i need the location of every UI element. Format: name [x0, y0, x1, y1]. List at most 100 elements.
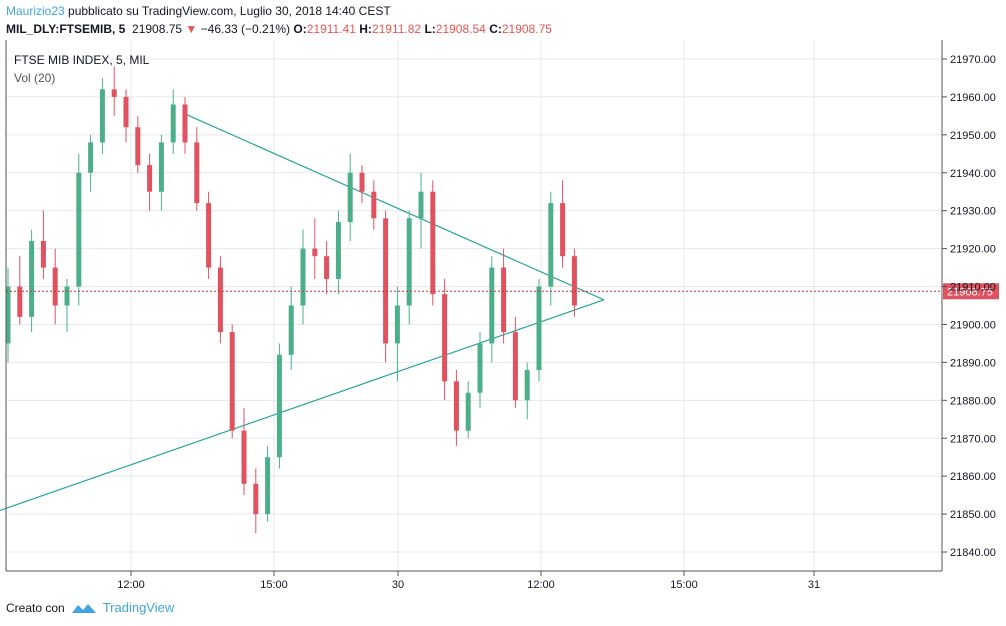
- symbol-label: MIL_DLY:FTSEMIB, 5: [6, 22, 126, 36]
- candle: [524, 362, 530, 420]
- low-label: L:: [424, 22, 436, 36]
- y-tick-label: 21860.00: [950, 471, 996, 483]
- legend-title: FTSE MIB INDEX, 5, MIL: [14, 53, 150, 67]
- y-tick-label: 21840.00: [950, 547, 996, 559]
- candle-body: [536, 286, 542, 370]
- down-arrow-icon: ▼: [185, 22, 198, 36]
- candle-body: [442, 294, 448, 382]
- candle: [123, 89, 129, 143]
- candle-body: [194, 142, 200, 204]
- last-price-line: 21908.75: [6, 283, 999, 300]
- candle-body: [241, 430, 247, 484]
- candle: [135, 115, 141, 173]
- candle-body: [394, 305, 400, 344]
- candle-body: [76, 172, 82, 287]
- close-value: 21908.75: [501, 22, 552, 36]
- close-label: C:: [489, 22, 502, 36]
- candle: [241, 407, 247, 496]
- candle: [371, 180, 377, 230]
- candle-body: [418, 191, 424, 219]
- candle: [536, 278, 542, 382]
- candle: [194, 127, 200, 211]
- y-tick-label: 21910.00: [950, 282, 996, 294]
- open-label: O:: [293, 22, 307, 36]
- candle: [489, 256, 495, 363]
- candle: [335, 210, 341, 295]
- candle: [442, 278, 448, 401]
- candle: [465, 381, 471, 439]
- candle: [512, 316, 518, 408]
- candle-body: [52, 267, 58, 306]
- publish-text: pubblicato su TradingView.com, Luglio 30…: [64, 4, 391, 18]
- candle-body: [5, 286, 11, 344]
- candle-body: [406, 218, 412, 306]
- tradingview-logo-icon: [71, 603, 96, 613]
- last-price-tag-label: 21908.75: [947, 286, 993, 298]
- candle-body: [430, 191, 436, 295]
- candle-body: [88, 142, 94, 173]
- candle: [571, 248, 577, 317]
- x-tick-label: 15:00: [260, 579, 288, 591]
- candle-body: [206, 203, 212, 268]
- candle: [253, 468, 259, 534]
- candle-body: [371, 191, 377, 219]
- chart-area[interactable]: 21908.75 21840.00 21850.00 21860.00 21870.0…: [0, 40, 1006, 600]
- candle: [182, 96, 188, 154]
- candle-body: [135, 127, 141, 166]
- candle: [40, 210, 46, 279]
- y-tick-label: 21940.00: [950, 168, 996, 180]
- trend-line[interactable]: [0, 299, 605, 518]
- candle-body: [170, 104, 176, 143]
- candle-body: [465, 392, 471, 431]
- candle: [288, 286, 294, 370]
- candle: [76, 153, 82, 306]
- candle-body: [324, 256, 330, 279]
- y-tick-label: 21890.00: [950, 357, 996, 369]
- candle-body: [182, 104, 188, 143]
- candle: [560, 180, 566, 268]
- candle-body: [571, 256, 577, 306]
- candle-body: [312, 248, 318, 257]
- candle-body: [265, 457, 271, 515]
- triangle-pattern: [0, 113, 605, 518]
- candle: [265, 445, 271, 522]
- candle-body: [512, 332, 518, 401]
- y-tick-label: 21930.00: [950, 206, 996, 218]
- candle: [229, 324, 235, 439]
- candle-body: [111, 89, 117, 97]
- y-tick-label: 21850.00: [950, 509, 996, 521]
- candlestick-chart[interactable]: 21908.75 21840.00 21850.00 21860.00 21870.0…: [0, 40, 1006, 600]
- candle: [217, 256, 223, 344]
- candle-body: [253, 483, 259, 515]
- author-link[interactable]: Maurizio23: [6, 4, 65, 18]
- last-price: 21908.75: [132, 22, 183, 36]
- y-tick-label: 21970.00: [950, 54, 996, 66]
- candle: [147, 153, 153, 211]
- candle: [300, 229, 306, 325]
- candle: [477, 332, 483, 408]
- candle-body: [335, 222, 341, 279]
- candle-body: [288, 305, 294, 355]
- low-value: 21908.54: [435, 22, 486, 36]
- candle: [52, 248, 58, 325]
- price-change: −46.33 (−0.21%): [200, 22, 291, 36]
- candle: [276, 343, 282, 469]
- trend-line[interactable]: [184, 113, 605, 301]
- candle-body: [17, 286, 23, 317]
- candle-body: [158, 142, 164, 192]
- candle: [359, 165, 365, 204]
- created-with: Creato con: [6, 600, 65, 615]
- candle-body: [276, 354, 282, 458]
- candle: [99, 77, 105, 154]
- candle-body: [99, 89, 105, 143]
- x-tick-label: 12:00: [527, 579, 555, 591]
- tradingview-brand[interactable]: TradingView: [102, 600, 175, 615]
- candle-body: [501, 267, 507, 333]
- y-tick-label: 21950.00: [950, 130, 996, 142]
- candle: [29, 229, 35, 333]
- grid-lines: [6, 40, 942, 571]
- candle: [548, 191, 554, 306]
- candle: [88, 134, 94, 192]
- candle-body: [524, 369, 530, 401]
- footer: Creato con TradingView: [6, 600, 174, 615]
